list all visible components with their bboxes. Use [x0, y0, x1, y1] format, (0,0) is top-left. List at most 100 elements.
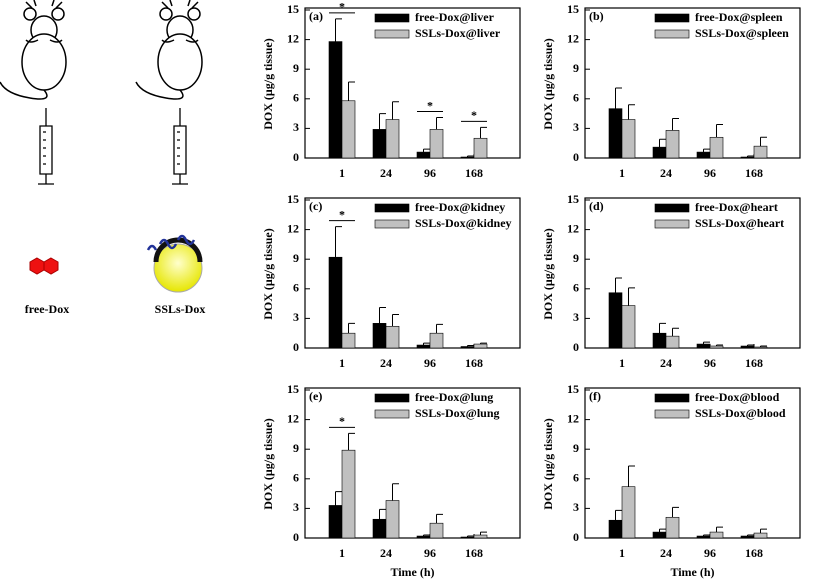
panel-label: (a) [309, 9, 323, 23]
bar [696, 535, 711, 539]
error-bar [379, 508, 386, 520]
significance-label: * [339, 207, 345, 221]
plot-frame [584, 197, 801, 349]
error-bar [703, 148, 710, 153]
error-bar [423, 342, 430, 346]
bar [652, 146, 667, 159]
y-axis-label: DOX (μg/g tissue) [541, 228, 555, 319]
x-tick-label: 1 [619, 166, 625, 180]
y-axis-label: DOX (μg/g tissue) [541, 38, 555, 129]
x-tick-label: 1 [619, 356, 625, 370]
bar [740, 156, 755, 159]
significance-label: * [471, 108, 477, 122]
x-tick-label: 24 [660, 166, 672, 180]
error-bar [467, 155, 474, 158]
error-bar [467, 345, 474, 347]
error-bar [716, 526, 723, 533]
error-bar [348, 322, 355, 334]
bar [328, 41, 343, 159]
bar [621, 119, 636, 159]
error-bar [392, 313, 399, 327]
liposome [146, 234, 203, 293]
bar [341, 332, 356, 349]
error-bar [628, 465, 635, 487]
legend-swatch [374, 203, 410, 213]
bar [385, 325, 400, 349]
bar [608, 292, 623, 349]
y-tick-label: 0 [293, 340, 299, 354]
bar [385, 500, 400, 539]
y-tick-label: 9 [573, 61, 579, 75]
x-tick-label: 168 [465, 356, 483, 370]
dox-molecule [29, 257, 59, 275]
plot-frame [304, 7, 521, 159]
x-tick-label: 168 [745, 166, 763, 180]
error-bar [615, 87, 622, 109]
x-tick-label: 96 [704, 166, 716, 180]
legend-swatch [374, 29, 410, 39]
x-tick-label: 1 [339, 166, 345, 180]
plot-frame [304, 387, 521, 539]
error-bar [480, 126, 487, 139]
y-tick-label: 9 [573, 441, 579, 455]
error-bar [659, 138, 666, 148]
bar [328, 256, 343, 349]
legend-swatch [654, 29, 690, 39]
error-bar [703, 341, 710, 345]
bar [621, 305, 636, 349]
y-axis-label: DOX (μg/g tissue) [261, 38, 275, 129]
x-tick-label: 24 [380, 166, 392, 180]
x-axis-label: Time (h) [390, 565, 434, 579]
legend-swatch [374, 409, 410, 419]
y-tick-label: 6 [573, 91, 579, 105]
bar [372, 518, 387, 539]
x-tick-label: 168 [465, 166, 483, 180]
bar [665, 516, 680, 539]
bar [709, 531, 724, 539]
error-bar [747, 534, 754, 537]
legend-label: free-Dox@lung [415, 390, 493, 404]
y-axis-label: DOX (μg/g tissue) [261, 418, 275, 509]
error-bar [436, 117, 443, 130]
error-bar [760, 345, 767, 348]
y-tick-label: 12 [287, 31, 299, 45]
legend-label: free-Dox@spleen [695, 10, 783, 24]
bar [460, 536, 475, 539]
x-tick-label: 168 [745, 546, 763, 560]
error-bar [436, 323, 443, 334]
y-tick-label: 15 [567, 382, 579, 396]
y-tick-label: 12 [567, 31, 579, 45]
x-tick-label: 96 [704, 546, 716, 560]
x-tick-label: 96 [424, 166, 436, 180]
y-tick-label: 6 [573, 281, 579, 295]
panel-label: (d) [589, 199, 604, 213]
x-tick-label: 1 [339, 356, 345, 370]
y-tick-label: 3 [573, 500, 579, 514]
y-tick-label: 6 [573, 471, 579, 485]
y-tick-label: 3 [293, 120, 299, 134]
bar [328, 505, 343, 539]
bar [652, 531, 667, 539]
bar [385, 119, 400, 159]
legend-label: free-Dox@liver [415, 10, 495, 24]
error-bar [335, 226, 342, 258]
bar [416, 344, 431, 349]
legend-label: SSLs-Dox@spleen [695, 26, 789, 40]
error-bar [747, 344, 754, 347]
error-bar [392, 483, 399, 501]
error-bar [628, 287, 635, 306]
bar [473, 534, 488, 539]
panel-label: (c) [309, 199, 322, 213]
y-axis-label: DOX (μg/g tissue) [541, 418, 555, 509]
error-bar [716, 344, 723, 347]
error-bar [659, 322, 666, 334]
error-bar [672, 327, 679, 337]
plot-frame [584, 7, 801, 159]
legend-swatch [374, 13, 410, 23]
bar [696, 151, 711, 159]
x-tick-label: 168 [745, 356, 763, 370]
panel-label: (e) [309, 389, 322, 403]
bar [473, 343, 488, 349]
error-bar [760, 528, 767, 534]
y-tick-label: 3 [573, 120, 579, 134]
